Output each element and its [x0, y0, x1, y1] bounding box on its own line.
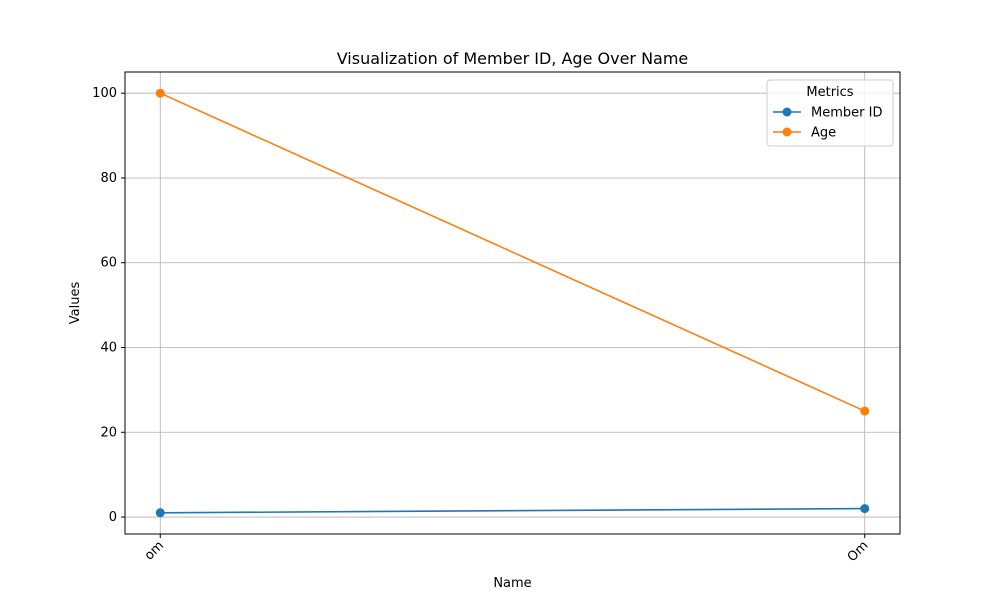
- x-tick-label: om: [142, 538, 167, 563]
- legend-marker: [782, 107, 792, 117]
- y-axis-label: Values: [68, 282, 83, 325]
- legend-marker: [782, 127, 792, 137]
- y-tick-label: 0: [109, 510, 117, 525]
- data-point-member-id: [860, 504, 870, 514]
- legend-label: Member ID: [811, 106, 882, 121]
- y-tick-label: 40: [100, 341, 117, 356]
- y-axis: 0 20 40 60 80 100: [92, 86, 125, 525]
- legend-box: [766, 79, 894, 147]
- y-tick-label: 60: [100, 256, 117, 271]
- legend-label: Age: [811, 126, 836, 141]
- data-point-age: [155, 88, 165, 98]
- x-axis-label: Name: [493, 576, 531, 591]
- data-point-age: [860, 406, 870, 416]
- plot-area: [124, 71, 901, 535]
- legend: Metrics Member ID Age: [766, 79, 894, 147]
- series-line-member-id: [160, 507, 865, 514]
- legend-entries: Member ID Age: [773, 106, 882, 141]
- data-point-member-id: [155, 508, 165, 518]
- x-axis: om Om: [142, 534, 872, 565]
- series-line-age: [159, 92, 866, 412]
- x-tick-label: Om: [845, 538, 872, 565]
- y-tick-label: 100: [92, 86, 117, 101]
- legend-title: Metrics: [806, 85, 853, 100]
- y-tick-label: 80: [100, 171, 117, 186]
- grid-lines: [125, 72, 900, 534]
- series-layer: [155, 88, 870, 518]
- chart-title: Visualization of Member ID, Age Over Nam…: [337, 49, 689, 68]
- y-tick-label: 20: [100, 425, 117, 440]
